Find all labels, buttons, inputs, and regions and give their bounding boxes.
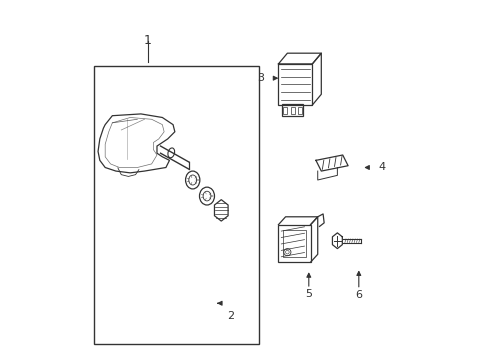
Text: 6: 6 bbox=[355, 291, 362, 300]
Bar bbox=[298, 108, 302, 114]
Text: 1: 1 bbox=[144, 34, 152, 47]
Bar bbox=[290, 108, 294, 114]
Bar bbox=[282, 108, 286, 114]
Bar bbox=[282, 104, 303, 116]
Bar bbox=[94, 66, 258, 344]
Text: 5: 5 bbox=[305, 289, 312, 299]
Text: 2: 2 bbox=[226, 311, 233, 321]
Bar bbox=[278, 64, 312, 105]
Bar bbox=[278, 225, 310, 262]
Text: 4: 4 bbox=[378, 162, 385, 172]
Text: 3: 3 bbox=[257, 73, 264, 83]
Bar bbox=[282, 230, 305, 257]
